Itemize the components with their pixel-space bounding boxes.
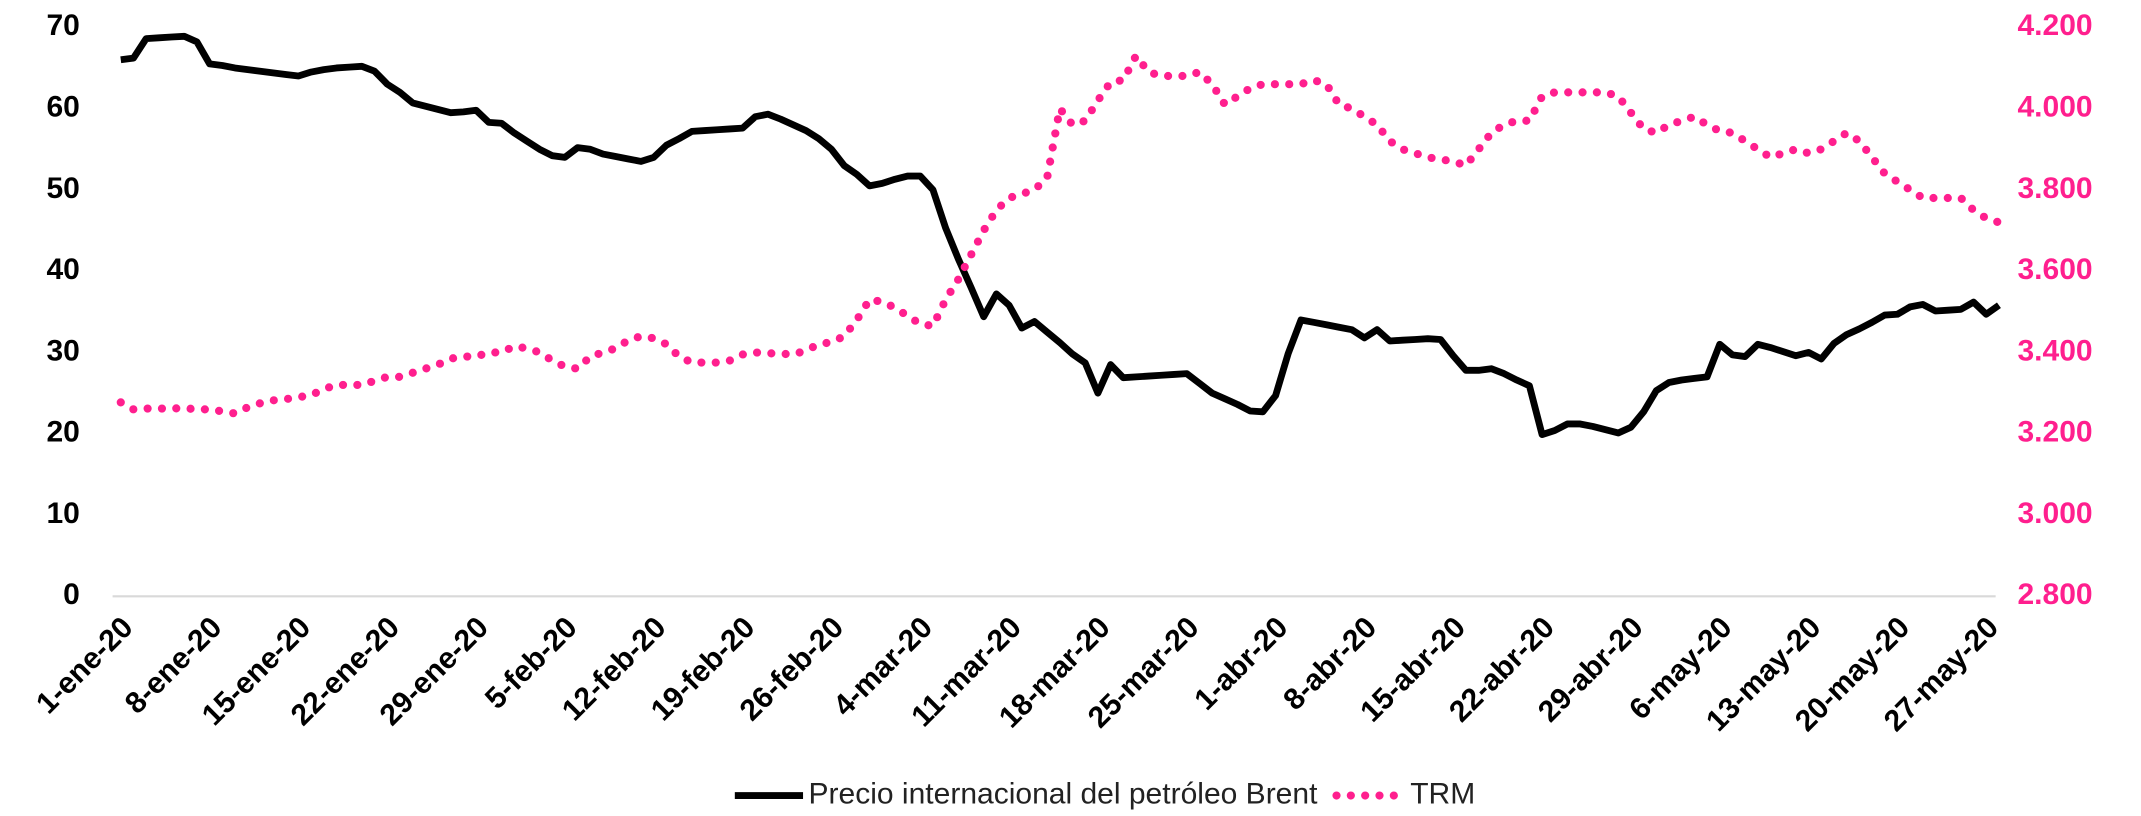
- y2-tick-label: 3.000: [2017, 497, 2092, 530]
- y2-tick-label: 3.600: [2017, 253, 2092, 286]
- y-tick-label: 70: [46, 9, 79, 42]
- x-tick-label: 1-abr-20: [1188, 611, 1294, 717]
- y-tick-label: 60: [46, 91, 79, 124]
- y-tick-label: 50: [46, 172, 79, 205]
- y-tick-label: 40: [46, 253, 79, 286]
- y2-tick-label: 4.000: [2017, 91, 2092, 124]
- y2-tick-label: 3.800: [2017, 172, 2092, 205]
- y2-tick-label: 3.400: [2017, 334, 2092, 367]
- y-tick-label: 30: [46, 334, 79, 367]
- legend-label: Precio internacional del petróleo Brent: [809, 777, 1319, 810]
- series-line: [116, 51, 2004, 418]
- y2-tick-label: 3.200: [2017, 416, 2092, 449]
- y2-tick-label: 2.800: [2017, 578, 2092, 611]
- y2-tick-label: 4.200: [2017, 9, 2092, 42]
- y-tick-label: 20: [46, 416, 79, 449]
- y-tick-label: 10: [46, 497, 79, 530]
- legend-label: TRM: [1410, 777, 1475, 810]
- series-line: [120, 32, 2001, 439]
- x-tick-label: 1-ene-20: [30, 611, 139, 720]
- y-tick-label: 0: [63, 578, 80, 611]
